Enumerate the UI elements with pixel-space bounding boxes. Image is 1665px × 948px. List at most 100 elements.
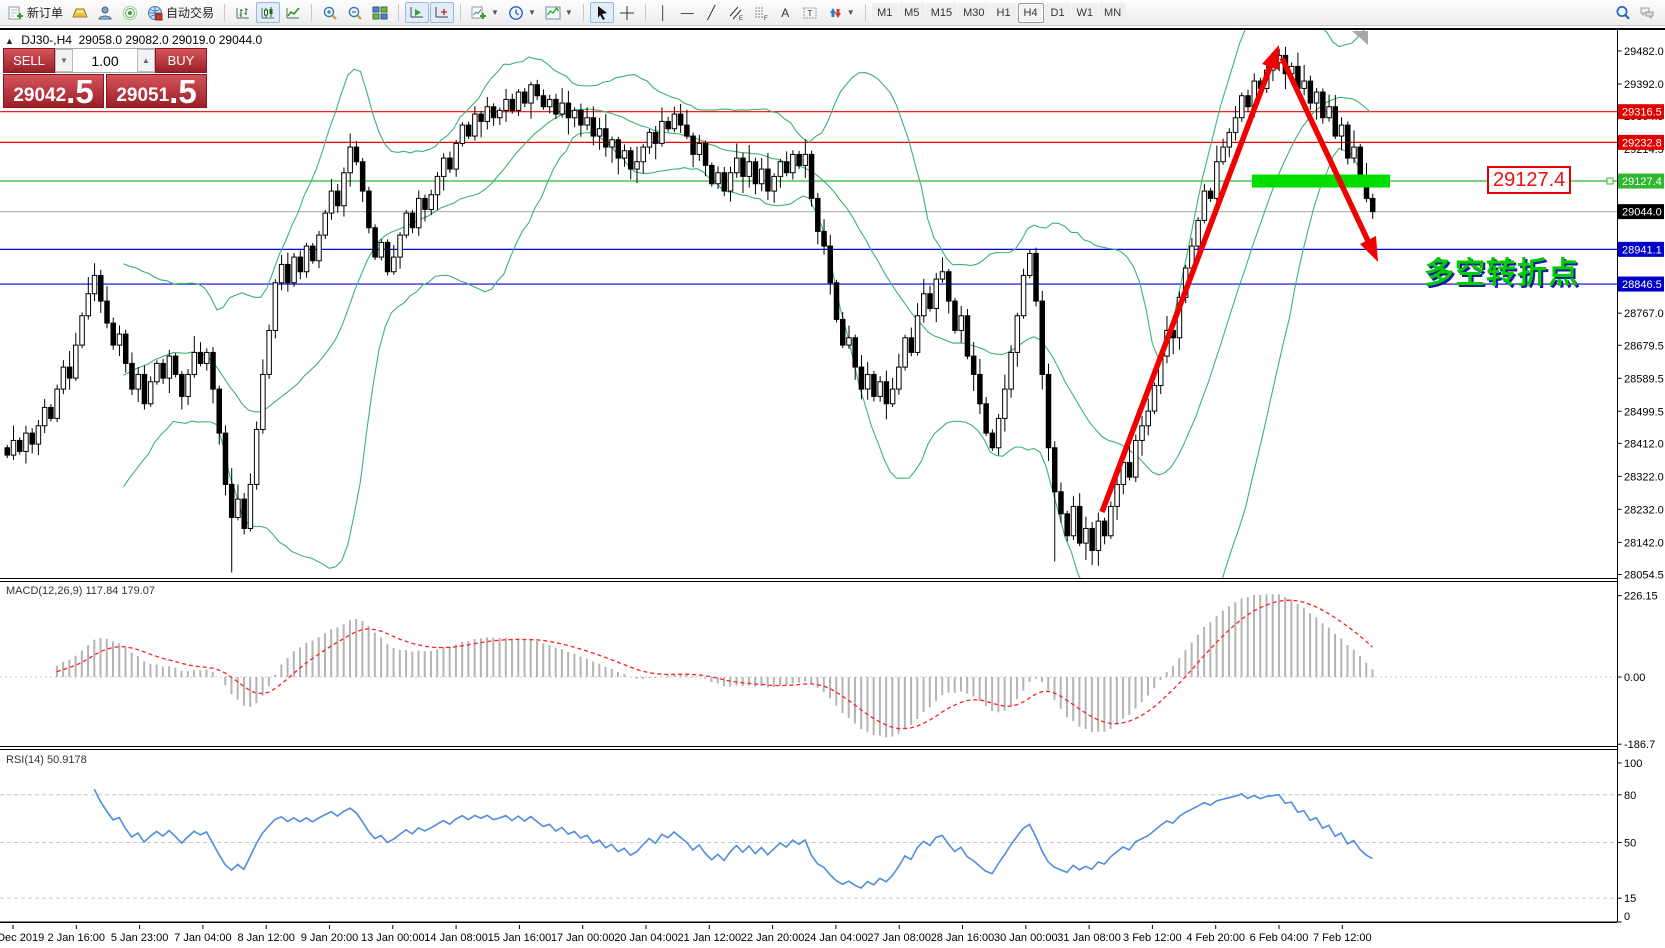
- svg-text:15: 15: [1624, 893, 1636, 905]
- channel-tool-button[interactable]: E: [724, 2, 748, 23]
- timeframe-M5[interactable]: M5: [898, 2, 925, 23]
- search-icon[interactable]: [1615, 5, 1631, 21]
- svg-text:T: T: [807, 9, 812, 18]
- svg-text:7 Feb 12:00: 7 Feb 12:00: [1313, 932, 1372, 944]
- svg-text:14 Jan 08:00: 14 Jan 08:00: [424, 932, 488, 944]
- fibonacci-tool-button[interactable]: F: [749, 2, 773, 23]
- candlestick-chart-icon: [261, 6, 275, 18]
- profile-button[interactable]: [93, 2, 117, 23]
- svg-text:29044.0: 29044.0: [1622, 207, 1662, 219]
- bollinger-middle-band: [123, 96, 1371, 476]
- signal-icon: [122, 5, 138, 20]
- svg-text:20 Jan 04:00: 20 Jan 04:00: [614, 932, 678, 944]
- timeframe-D1[interactable]: D1: [1044, 2, 1071, 23]
- svg-text:F: F: [764, 16, 768, 21]
- zoom-out-button[interactable]: [343, 2, 367, 23]
- timeframe-M15[interactable]: M15: [925, 2, 958, 23]
- svg-text:28412.0: 28412.0: [1624, 438, 1664, 450]
- turning-point-annotation[interactable]: 多空转折点: [1424, 257, 1579, 290]
- svg-text:9 Jan 20:00: 9 Jan 20:00: [301, 932, 359, 944]
- svg-text:21 Jan 12:00: 21 Jan 12:00: [677, 932, 741, 944]
- chart-shift-icon: [435, 6, 449, 17]
- signals-button[interactable]: [118, 2, 142, 23]
- svg-text:2 Jan 16:00: 2 Jan 16:00: [48, 932, 106, 944]
- symbol-period-label: DJ30-,H4: [21, 33, 72, 47]
- timeframe-MN[interactable]: MN: [1099, 2, 1127, 23]
- volume-decrease-button[interactable]: ▼: [55, 49, 73, 72]
- buy-price: 29051: [116, 85, 170, 106]
- crosshair-icon: [619, 5, 634, 20]
- svg-text:28142.0: 28142.0: [1624, 537, 1664, 549]
- buy-price-panel[interactable]: 29051 .5: [106, 74, 207, 108]
- time-axis[interactable]: 31 Dec 2019 2 Jan 16:00 5 Jan 23:00 7 Jan 0…: [0, 925, 1372, 944]
- annotation-layer[interactable]: [1099, 45, 1614, 513]
- gold-button[interactable]: [68, 2, 92, 23]
- timeframe-H1[interactable]: H1: [990, 2, 1017, 23]
- price-annotation-box[interactable]: 29127.4: [1487, 166, 1572, 194]
- timeframe-M1[interactable]: M1: [871, 2, 898, 23]
- trendline-tool-button[interactable]: ╱: [700, 2, 723, 23]
- svg-text:29392.0: 29392.0: [1624, 79, 1664, 91]
- new-order-button[interactable]: 新订单: [4, 2, 67, 23]
- volume-increase-button[interactable]: ▲: [137, 49, 155, 72]
- svg-text:8 Jan 12:00: 8 Jan 12:00: [237, 932, 295, 944]
- trend-arrow-up: [1099, 61, 1275, 513]
- svg-text:15 Jan 16:00: 15 Jan 16:00: [488, 932, 552, 944]
- horizontal-line-tool-button[interactable]: —: [676, 2, 699, 23]
- svg-text:E: E: [739, 16, 743, 21]
- new-chart-button[interactable]: ▼: [467, 2, 503, 23]
- auto-scroll-button[interactable]: [405, 2, 430, 23]
- macd-panel[interactable]: [0, 594, 1617, 738]
- buy-button[interactable]: BUY: [155, 48, 207, 73]
- tile-windows-button[interactable]: [368, 2, 392, 23]
- collapse-panel-arrow[interactable]: ▲: [5, 36, 14, 46]
- svg-text:29316.5: 29316.5: [1622, 107, 1662, 119]
- svg-text:6 Feb 04:00: 6 Feb 04:00: [1250, 932, 1309, 944]
- price-axis[interactable]: 29482.029392.029304.529214.528767.028679…: [1617, 46, 1665, 923]
- chat-icon[interactable]: [1639, 5, 1655, 21]
- main-chart-panel: [0, 30, 1617, 578]
- zoom-in-button[interactable]: [318, 2, 342, 23]
- clock-icon: [509, 5, 523, 20]
- crosshair-tool-button[interactable]: [615, 2, 639, 23]
- vertical-line-tool-button[interactable]: │: [652, 2, 675, 23]
- svg-text:27 Jan 08:00: 27 Jan 08:00: [867, 932, 931, 944]
- chart-shift-button[interactable]: [430, 2, 455, 23]
- svg-text:100: 100: [1624, 758, 1642, 770]
- bar-chart-icon: [236, 7, 250, 18]
- sell-button[interactable]: SELL: [3, 48, 55, 73]
- sell-price-panel[interactable]: 29042 .5: [3, 74, 104, 108]
- svg-text:28589.5: 28589.5: [1624, 373, 1664, 385]
- svg-text:0: 0: [1624, 911, 1630, 923]
- cursor-tool-button[interactable]: [589, 2, 614, 23]
- arrows-tool-button[interactable]: ▼: [823, 2, 859, 23]
- bollinger-lower-band: [123, 132, 1371, 578]
- bar-chart-button[interactable]: [231, 2, 255, 23]
- rsi-panel[interactable]: [0, 788, 1617, 899]
- tile-windows-icon: [372, 6, 388, 19]
- line-chart-button[interactable]: [281, 2, 305, 23]
- profiles-button[interactable]: ▼: [504, 2, 540, 23]
- timeframe-H4[interactable]: H4: [1017, 2, 1044, 23]
- svg-text:-186.7: -186.7: [1624, 739, 1655, 751]
- svg-text:24 Jan 04:00: 24 Jan 04:00: [804, 932, 868, 944]
- timeframe-M30[interactable]: M30: [958, 2, 990, 23]
- timeframe-group: M1 M5 M15 M30 H1 H4 D1 W1 MN: [871, 2, 1127, 23]
- svg-text:13 Jan 00:00: 13 Jan 00:00: [361, 932, 425, 944]
- chart-canvas[interactable]: 29482.029392.029304.529214.528767.028679…: [0, 28, 1665, 948]
- zoom-in-icon: [323, 6, 337, 20]
- indicators-button[interactable]: ▼: [541, 2, 577, 23]
- timeframe-W1[interactable]: W1: [1071, 2, 1099, 23]
- text-tool-button[interactable]: A: [774, 2, 797, 23]
- svg-text:17 Jan 00:00: 17 Jan 00:00: [551, 932, 615, 944]
- svg-text:5 Jan 23:00: 5 Jan 23:00: [111, 932, 169, 944]
- globe-icon: [148, 5, 163, 20]
- candlestick-chart-button[interactable]: [256, 2, 281, 23]
- fibonacci-icon: F: [754, 7, 768, 21]
- svg-text:28232.0: 28232.0: [1624, 504, 1664, 516]
- main-toolbar: 新订单 自动交易: [0, 0, 1665, 26]
- auto-trading-button[interactable]: 自动交易: [143, 2, 218, 23]
- volume-input[interactable]: [73, 49, 137, 72]
- new-order-label: 新订单: [27, 6, 64, 20]
- text-label-tool-button[interactable]: T: [798, 2, 822, 23]
